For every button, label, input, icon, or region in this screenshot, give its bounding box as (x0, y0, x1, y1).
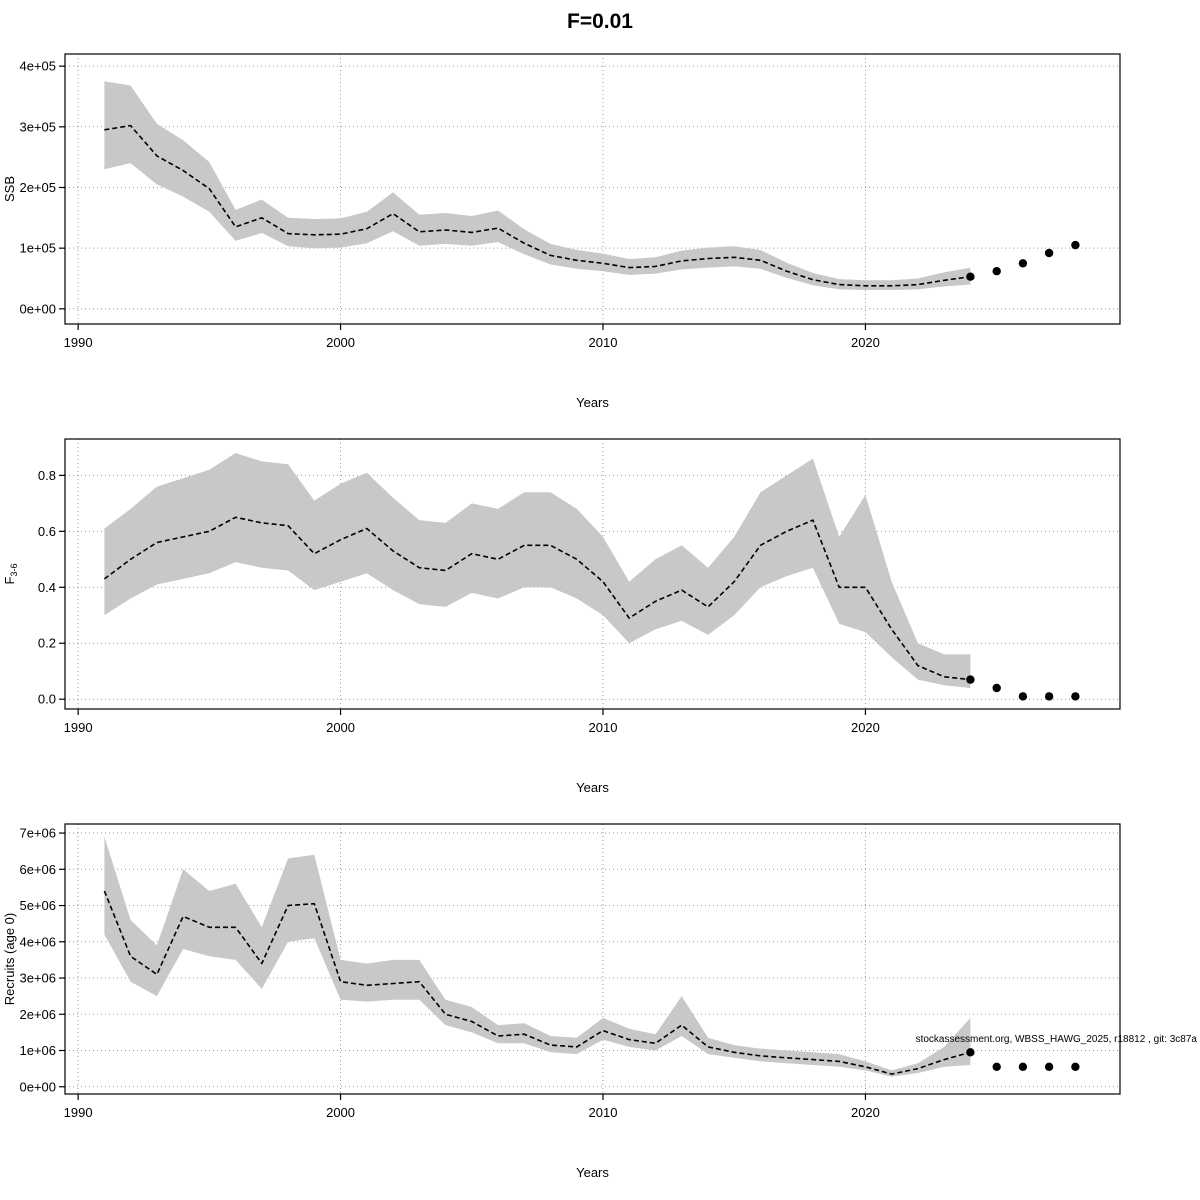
report-page: F=0.01 0e+00 1e+05 2e+05 3e+05 4e+05 1990 2000… (0, 10, 1200, 1200)
y-tick-label: 2e+06 (19, 1007, 56, 1022)
recruitment-chart-panel: 0e+00 1e+06 2e+06 3e+06 4e+06 5e+06 6e+06 7e+06… (0, 806, 1200, 1191)
y-tick-label: 0e+00 (19, 1079, 56, 1094)
x-tick-label: 2020 (851, 720, 880, 735)
plot-box (64, 823, 1121, 1095)
y-tick-label: 4e+05 (19, 59, 56, 74)
x-axis-title: Years (576, 395, 609, 410)
forecast-dot (966, 675, 975, 684)
forecast-dot (1044, 248, 1054, 258)
recruitment-plot: 0e+00 1e+06 2e+06 3e+06 4e+06 5e+06 6e+06 7e+06… (2, 823, 1198, 1180)
y-tick-label: 0.8 (38, 468, 56, 483)
forecast-dot (1044, 1062, 1054, 1071)
estimate-line (104, 124, 971, 287)
y-tick-label: 2e+05 (19, 180, 56, 195)
ssb-chart-panel: 0e+00 1e+05 2e+05 3e+05 4e+05 1990 2000 2010 202… (0, 36, 1200, 421)
y-tick-label: 1e+05 (19, 241, 56, 256)
y-tick-label: 6e+06 (19, 862, 56, 877)
confidence-band (104, 453, 971, 688)
forecast-dot (1071, 1062, 1080, 1071)
y-tick-label: 0e+00 (19, 301, 56, 316)
y-tick-label: 7e+06 (19, 826, 56, 841)
x-tick-label: 2020 (851, 335, 880, 350)
fishing-mortality-plot: 0.0 0.2 0.4 0.6 0.8 1990 2000 2010 2020 Years F3-6 (2, 438, 1121, 795)
estimate-line (103, 890, 971, 1075)
x-tick-label: 1990 (64, 720, 93, 735)
y-axis-title: Recruits (age 0) (2, 913, 17, 1005)
estimate-line (103, 516, 971, 681)
y-tick-label: 1e+06 (19, 1043, 56, 1058)
plot-box (64, 438, 1121, 710)
y-tick-label: 3e+05 (19, 119, 56, 134)
x-axis-title: Years (576, 780, 609, 795)
fishing-mortality-chart-panel: 0.0 0.2 0.4 0.6 0.8 1990 2000 2010 2020 Years F3-6 (0, 421, 1200, 806)
x-tick-label: 1990 (64, 1105, 93, 1120)
forecast-dot (1071, 692, 1080, 701)
plot-title: F=0.01 (567, 10, 633, 33)
x-tick-label: 2000 (326, 335, 355, 350)
x-tick-label: 2010 (589, 720, 618, 735)
y-tick-label: 0.4 (38, 580, 56, 595)
forecast-dot (966, 272, 975, 281)
y-tick-label: 5e+06 (19, 898, 56, 913)
forecast-dot (1018, 692, 1028, 701)
confidence-band (104, 81, 971, 290)
x-tick-label: 2020 (851, 1105, 880, 1120)
y-axis-title: SSB (2, 176, 17, 202)
ssb-plot: 0e+00 1e+05 2e+05 3e+05 4e+05 1990 2000 2010 202… (2, 53, 1121, 410)
x-tick-label: 2000 (326, 1105, 355, 1120)
forecast-dot (966, 1048, 975, 1057)
plot-box (64, 53, 1121, 325)
y-tick-label: 4e+06 (19, 934, 56, 949)
source-annotation: stockassessment.org, WBSS_HAWG_2025, r18… (916, 1034, 1198, 1045)
x-tick-label: 2000 (326, 720, 355, 735)
forecast-dot (1071, 240, 1080, 250)
forecast-dot (1018, 1062, 1028, 1071)
y-tick-label: 0.6 (38, 524, 56, 539)
confidence-band (104, 836, 971, 1077)
x-tick-label: 1990 (64, 335, 93, 350)
x-tick-label: 2010 (589, 335, 618, 350)
forecast-dot (992, 267, 1001, 276)
x-axis-title: Years (576, 1165, 609, 1180)
y-tick-label: 3e+06 (19, 971, 56, 986)
x-tick-label: 2010 (589, 1105, 618, 1120)
forecast-dot (992, 1062, 1001, 1071)
forecast-dot (1018, 259, 1028, 268)
y-axis-title: F3-6 (2, 564, 19, 585)
y-tick-label: 0.2 (38, 636, 56, 651)
forecast-dot (1044, 692, 1054, 701)
forecast-dot (992, 683, 1001, 693)
y-tick-label: 0.0 (38, 692, 56, 707)
